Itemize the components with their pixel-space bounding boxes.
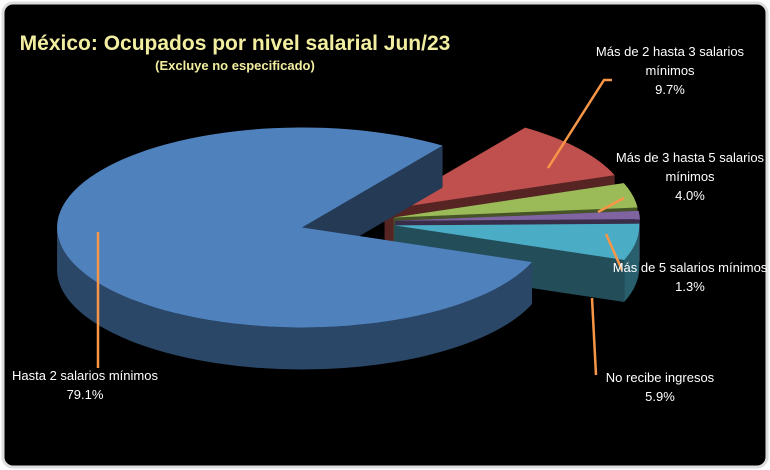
slice: [394, 210, 640, 221]
leader-line: [590, 297, 598, 376]
data-label: Más de 5 salarios mínimos 1.3%: [605, 258, 770, 296]
category-label: Más de 2 hasta 3 salarios mínimos: [595, 44, 745, 78]
slice: [393, 183, 638, 218]
value-label: 4.0%: [675, 188, 705, 203]
data-label: Hasta 2 salarios mínimos 79.1%: [10, 366, 160, 404]
slice: [384, 127, 615, 210]
category-label: Más de 5 salarios mínimos: [612, 260, 768, 275]
data-label: Más de 3 hasta 5 salarios mínimos 4.0%: [610, 148, 770, 205]
slice-wall: [624, 225, 640, 303]
chart-title: México: Ocupados por nivel salarial Jun/…: [19, 32, 451, 55]
leader-line: [604, 233, 624, 271]
chart-subtitle: (Excluye no especificado): [155, 58, 315, 73]
category-label: No recibe ingresos: [605, 370, 715, 385]
leader-line: [597, 196, 625, 214]
category-label: Hasta 2 salarios mínimos: [12, 368, 158, 383]
value-label: 1.3%: [675, 279, 705, 294]
slice-wall: [57, 227, 532, 370]
value-label: 9.7%: [655, 82, 685, 97]
leader-lines: [96, 78, 625, 376]
data-label: No recibe ingresos 5.9%: [580, 368, 740, 406]
pie: [57, 127, 640, 370]
slice: [394, 223, 640, 261]
slice: [57, 127, 532, 328]
leader-line: [546, 78, 612, 169]
data-label: Más de 2 hasta 3 salarios mínimos 9.7%: [585, 42, 755, 99]
category-label: Más de 3 hasta 5 salarios mínimos: [615, 150, 765, 184]
value-label: 5.9%: [645, 389, 675, 404]
value-label: 79.1%: [66, 387, 104, 402]
